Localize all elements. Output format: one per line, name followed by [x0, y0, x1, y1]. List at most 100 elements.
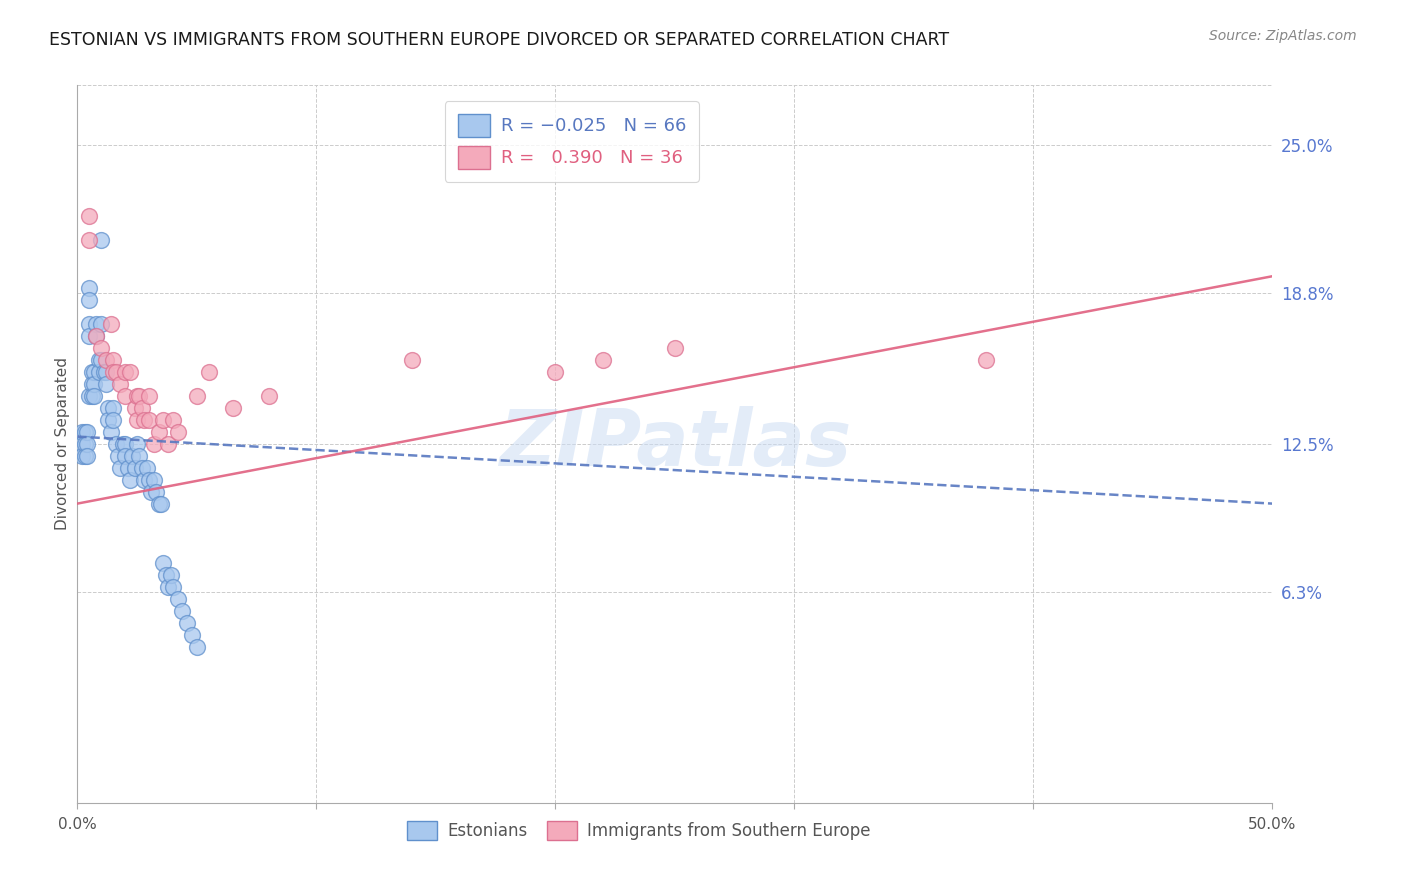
Point	[94, 353, 117, 368]
Point	[103, 365, 124, 379]
Point	[80, 376, 103, 391]
Point	[150, 497, 173, 511]
Point	[159, 568, 181, 582]
Point	[157, 437, 180, 451]
Point	[107, 449, 129, 463]
Point	[70, 449, 93, 463]
Point	[401, 353, 423, 368]
Point	[142, 437, 165, 451]
Point	[145, 484, 167, 499]
Point	[118, 365, 141, 379]
Point	[148, 425, 170, 439]
Point	[138, 413, 160, 427]
Point	[222, 401, 245, 415]
Point	[592, 353, 614, 368]
Point	[83, 365, 105, 379]
Point	[128, 389, 150, 403]
Point	[79, 293, 101, 308]
Point	[152, 557, 174, 571]
Text: ESTONIAN VS IMMIGRANTS FROM SOUTHERN EUROPE DIVORCED OR SEPARATED CORRELATION CH: ESTONIAN VS IMMIGRANTS FROM SOUTHERN EUR…	[49, 31, 949, 49]
Point	[94, 365, 117, 379]
Point	[172, 604, 194, 618]
Point	[100, 425, 122, 439]
Point	[114, 389, 136, 403]
Point	[70, 425, 93, 439]
Point	[73, 437, 96, 451]
Point	[73, 425, 96, 439]
Point	[97, 413, 120, 427]
Point	[544, 365, 567, 379]
Point	[197, 365, 219, 379]
Point	[80, 365, 103, 379]
Point	[79, 389, 101, 403]
Text: Source: ZipAtlas.com: Source: ZipAtlas.com	[1209, 29, 1357, 43]
Point	[124, 401, 146, 415]
Point	[93, 365, 115, 379]
Point	[73, 449, 96, 463]
Point	[110, 376, 132, 391]
Point	[128, 449, 150, 463]
Point	[111, 437, 134, 451]
Point	[162, 413, 184, 427]
Point	[90, 317, 112, 331]
Point	[134, 473, 156, 487]
Point	[79, 281, 101, 295]
Point	[974, 353, 997, 368]
Point	[70, 437, 93, 451]
Point	[83, 376, 105, 391]
Legend: Estonians, Immigrants from Southern Europe: Estonians, Immigrants from Southern Euro…	[399, 813, 879, 848]
Point	[76, 425, 98, 439]
Point	[87, 353, 110, 368]
Point	[110, 460, 132, 475]
Point	[76, 437, 98, 451]
Point	[134, 413, 156, 427]
Point	[162, 581, 184, 595]
Point	[86, 329, 108, 343]
Point	[103, 353, 124, 368]
Point	[121, 449, 143, 463]
Point	[135, 460, 157, 475]
Point	[87, 365, 110, 379]
Point	[127, 413, 149, 427]
Point	[664, 341, 686, 355]
Point	[142, 473, 165, 487]
Point	[131, 460, 153, 475]
Point	[94, 376, 117, 391]
Point	[97, 401, 120, 415]
Point	[157, 581, 180, 595]
Point	[114, 449, 136, 463]
Point	[114, 365, 136, 379]
Text: ZIPatlas: ZIPatlas	[499, 406, 851, 482]
Point	[124, 460, 146, 475]
Point	[166, 425, 188, 439]
Point	[80, 389, 103, 403]
Point	[76, 449, 98, 463]
Point	[104, 365, 127, 379]
Point	[79, 329, 101, 343]
Point	[152, 413, 174, 427]
Point	[186, 640, 208, 655]
Point	[148, 497, 170, 511]
Point	[138, 389, 160, 403]
Point	[103, 401, 124, 415]
Point	[90, 233, 112, 247]
Point	[257, 389, 280, 403]
Point	[176, 616, 198, 631]
Point	[186, 389, 208, 403]
Point	[79, 233, 101, 247]
Point	[114, 437, 136, 451]
Point	[181, 628, 204, 642]
Point	[90, 353, 112, 368]
Y-axis label: Divorced or Separated: Divorced or Separated	[55, 358, 70, 530]
Point	[117, 460, 139, 475]
Point	[100, 317, 122, 331]
Point	[90, 341, 112, 355]
Point	[79, 210, 101, 224]
Point	[141, 484, 163, 499]
Point	[104, 437, 127, 451]
Point	[138, 473, 160, 487]
Point	[131, 401, 153, 415]
Point	[83, 389, 105, 403]
Point	[103, 413, 124, 427]
Point	[127, 437, 149, 451]
